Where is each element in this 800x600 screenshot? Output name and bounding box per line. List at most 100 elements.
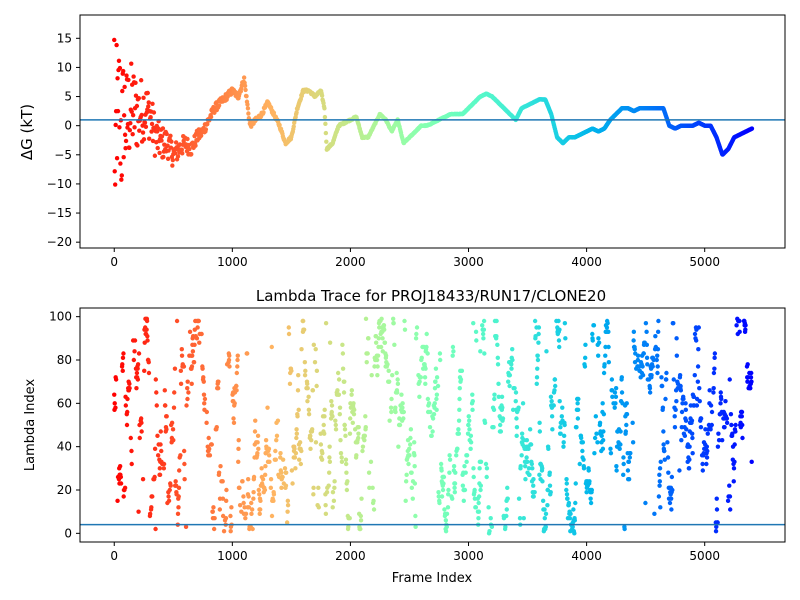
lambda-point	[647, 385, 653, 391]
lambda-point	[606, 344, 611, 350]
lambda-point	[358, 518, 364, 523]
lambda-point	[113, 377, 119, 382]
lambda-point	[547, 483, 553, 488]
delta-g-point	[121, 155, 126, 160]
delta-g-point	[168, 133, 173, 138]
lambda-point	[164, 414, 169, 419]
lambda-point	[228, 513, 233, 519]
lambda-point	[447, 453, 452, 458]
delta-g-point	[244, 93, 249, 99]
lambda-point	[559, 414, 565, 419]
lambda-point	[319, 457, 325, 462]
lambda-point	[209, 442, 214, 447]
lambda-point	[274, 437, 279, 443]
lambda-point	[414, 325, 420, 330]
lambda-point	[311, 342, 317, 348]
lambda-point	[573, 481, 578, 486]
lambda-point	[543, 524, 548, 530]
lambda-point	[604, 325, 610, 330]
lambda-point	[692, 372, 697, 378]
lambda-point	[349, 388, 355, 393]
lambda-point	[323, 320, 329, 326]
lambda-point	[301, 327, 307, 332]
lambda-point	[389, 409, 394, 415]
lambda-point	[227, 353, 232, 358]
lambda-point	[411, 440, 417, 445]
lambda-point	[368, 459, 374, 465]
lambda-point	[498, 429, 504, 434]
lambda-point	[450, 496, 455, 501]
lambda-point	[542, 515, 548, 521]
lambda-point	[596, 340, 602, 345]
lambda-point	[749, 370, 754, 376]
lambda-point	[162, 388, 167, 393]
lambda-point	[282, 466, 288, 471]
lambda-point	[537, 429, 543, 434]
delta-g-point	[146, 100, 151, 105]
lambda-point	[363, 424, 368, 430]
lambda-point	[217, 507, 223, 512]
lambda-point	[463, 470, 468, 475]
lambda-point	[422, 375, 428, 380]
lambda-point	[433, 379, 438, 384]
delta-g-point	[112, 37, 117, 43]
lambda-point	[189, 353, 195, 358]
lambda-point	[354, 453, 359, 458]
lambda-point	[659, 383, 665, 389]
lambda-point	[299, 448, 304, 454]
lambda-trace-y-tick-label: 80	[57, 353, 72, 367]
lambda-point	[548, 394, 554, 400]
lambda-point	[630, 440, 636, 445]
lambda-point	[132, 338, 138, 343]
lambda-point	[558, 424, 563, 430]
lambda-point	[120, 368, 125, 374]
lambda-point	[724, 416, 730, 421]
delta-g-points	[112, 37, 755, 187]
lambda-point	[375, 372, 380, 378]
lambda-point	[344, 470, 349, 475]
lambda-point	[614, 463, 619, 469]
lambda-point	[294, 435, 299, 441]
lambda-point	[655, 329, 661, 335]
lambda-point	[573, 500, 578, 506]
lambda-point	[374, 357, 380, 363]
lambda-trace-y-tick-label: 60	[57, 396, 72, 410]
lambda-point	[698, 416, 704, 421]
lambda-point	[437, 357, 443, 363]
lambda-point	[441, 474, 447, 480]
delta-g-point	[150, 138, 156, 144]
lambda-point	[302, 359, 308, 365]
lambda-point	[135, 362, 141, 367]
lambda-point	[575, 401, 580, 406]
lambda-point	[139, 420, 144, 426]
delta-g-point	[261, 110, 266, 115]
lambda-point	[408, 427, 414, 432]
lambda-point	[626, 459, 632, 465]
lambda-point	[381, 323, 387, 328]
delta-g-point	[322, 114, 328, 120]
lambda-point	[516, 405, 521, 410]
lambda-point	[127, 381, 132, 387]
lambda-point	[309, 427, 315, 432]
lambda-point	[593, 414, 599, 419]
lambda-point	[229, 505, 234, 510]
lambda-point	[179, 353, 185, 358]
lambda-point	[595, 440, 600, 445]
lambda-point	[660, 405, 666, 410]
lambda-point	[480, 323, 485, 328]
delta-g-point	[323, 130, 329, 136]
lambda-point	[283, 470, 289, 475]
delta-g-point	[121, 113, 127, 118]
lambda-point	[322, 414, 327, 419]
delta-g-x-tick-label: 1000	[217, 255, 248, 269]
lambda-point	[112, 401, 117, 406]
lambda-point	[388, 405, 394, 410]
lambda-point	[220, 496, 226, 501]
lambda-point	[693, 338, 699, 343]
lambda-point	[613, 385, 619, 391]
lambda-point	[461, 498, 466, 504]
lambda-point	[471, 320, 476, 326]
lambda-point	[623, 429, 629, 434]
delta-g-y-tick-label: 15	[57, 31, 72, 45]
lambda-point	[191, 359, 197, 365]
